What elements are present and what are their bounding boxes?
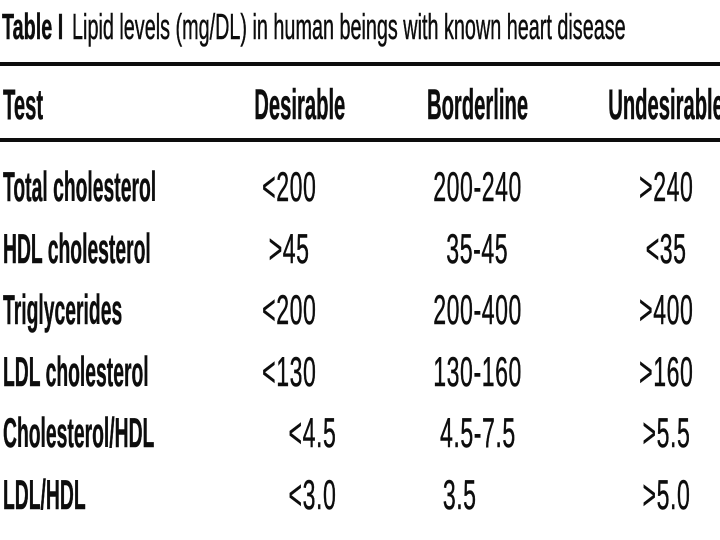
- desirable-cell: <130: [199, 348, 379, 396]
- test-cell: LDL cholesterol: [3, 348, 210, 396]
- cell-value: 4.5-7.5: [439, 409, 516, 457]
- row-label: Total cholesterol: [3, 163, 157, 211]
- cell-value: >45: [268, 225, 310, 273]
- cell-value: <4.5: [288, 409, 336, 457]
- row-label: LDL/HDL: [3, 471, 86, 519]
- cell-value: <200: [261, 286, 317, 334]
- desirable-cell: <200: [199, 163, 379, 211]
- undesirable-cell: >160: [566, 348, 720, 396]
- column-header-borderline: Borderline: [385, 80, 570, 129]
- table-row-ldl-hdl-ratio: LDL/HDL <3.0 3.5 >5.0: [0, 471, 720, 519]
- column-header-label: Desirable: [254, 80, 346, 129]
- test-cell: Total cholesterol: [3, 163, 210, 211]
- cell-value: 130-160: [433, 348, 522, 396]
- test-cell: Cholesterol/HDL: [3, 409, 210, 457]
- column-header-test: Test: [3, 80, 210, 129]
- cell-value: <200: [261, 163, 317, 211]
- desirable-cell: <3.0: [222, 471, 402, 519]
- column-header-undesirable: Undesirable: [566, 80, 720, 129]
- test-cell: LDL/HDL: [3, 471, 210, 519]
- cell-value: >160: [638, 348, 694, 396]
- cell-value: >5.0: [642, 471, 690, 519]
- cell-value: >240: [638, 163, 694, 211]
- borderline-cell: 35-45: [385, 225, 570, 273]
- caption-divider-rule: [0, 62, 720, 66]
- table-row-triglycerides: Triglycerides <200 200-400 >400: [0, 286, 720, 334]
- table-caption-text: Lipid levels (mg/DL) in human beings wit…: [72, 6, 626, 48]
- cell-value: 200-400: [433, 286, 522, 334]
- table-row-cholesterol-hdl-ratio: Cholesterol/HDL <4.5 4.5-7.5 >5.5: [0, 409, 720, 457]
- column-header-label: Test: [3, 80, 44, 129]
- undesirable-cell: >5.5: [566, 409, 720, 457]
- undesirable-cell: >400: [566, 286, 720, 334]
- cell-value: >400: [638, 286, 694, 334]
- row-label: Cholesterol/HDL: [3, 409, 155, 457]
- header-divider-rule: [0, 138, 720, 142]
- row-label: Triglycerides: [3, 286, 123, 334]
- undesirable-cell: >5.0: [566, 471, 720, 519]
- cell-value: <3.0: [288, 471, 336, 519]
- column-header-label: Undesirable: [608, 80, 720, 129]
- borderline-cell: 4.5-7.5: [385, 409, 570, 457]
- column-header-desirable: Desirable: [210, 80, 390, 129]
- cell-value: 200-240: [433, 163, 522, 211]
- borderline-cell: 200-400: [385, 286, 570, 334]
- cell-value: 3.5: [442, 471, 477, 519]
- row-label: HDL cholesterol: [3, 225, 151, 273]
- desirable-cell: <200: [199, 286, 379, 334]
- cell-value: <35: [645, 225, 687, 273]
- undesirable-cell: <35: [566, 225, 720, 273]
- borderline-cell: 3.5: [367, 471, 552, 519]
- table-row-hdl-cholesterol: HDL cholesterol >45 35-45 <35: [0, 225, 720, 273]
- table-caption: Table I Lipid levels (mg/DL) in human bei…: [2, 4, 720, 50]
- table-caption-label: Table I: [2, 6, 64, 48]
- cell-value: 35-45: [446, 225, 509, 273]
- table-row-ldl-cholesterol: LDL cholesterol <130 130-160 >160: [0, 348, 720, 396]
- cell-value: >5.5: [642, 409, 690, 457]
- table-row-total-cholesterol: Total cholesterol <200 200-240 >240: [0, 163, 720, 211]
- undesirable-cell: >240: [566, 163, 720, 211]
- row-label: LDL cholesterol: [3, 348, 149, 396]
- borderline-cell: 130-160: [385, 348, 570, 396]
- test-cell: Triglycerides: [3, 286, 210, 334]
- column-header-label: Borderline: [426, 80, 529, 129]
- table-header-row: Test Desirable Borderline Undesirable: [0, 80, 720, 129]
- desirable-cell: >45: [199, 225, 379, 273]
- borderline-cell: 200-240: [385, 163, 570, 211]
- desirable-cell: <4.5: [222, 409, 402, 457]
- test-cell: HDL cholesterol: [3, 225, 210, 273]
- cell-value: <130: [261, 348, 317, 396]
